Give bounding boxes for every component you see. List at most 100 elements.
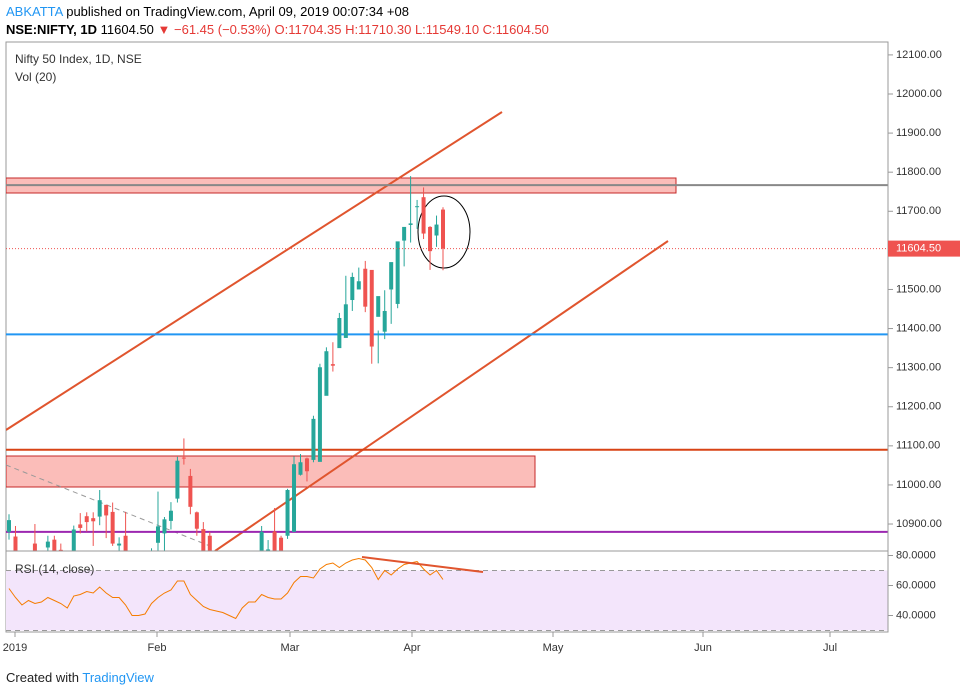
candle-body	[168, 510, 173, 521]
brand[interactable]: TradingView	[82, 670, 154, 685]
candle-body	[78, 524, 83, 528]
footer: Created with TradingView	[6, 670, 154, 685]
candle-body	[97, 500, 102, 517]
change: ▼ −61.45 (−0.53%)	[157, 22, 271, 37]
candle-body	[415, 206, 420, 208]
y-tick-label: 11700.00	[896, 205, 941, 217]
x-tick-label: Jul	[823, 642, 837, 654]
y-tick-label: 12100.00	[896, 49, 942, 61]
candle-body	[376, 296, 381, 317]
candle-body	[266, 549, 271, 551]
candle-body	[285, 490, 290, 536]
rsi-band	[6, 570, 888, 631]
candle-body	[188, 475, 193, 507]
y-tick-label: 11100.00	[896, 440, 940, 452]
candle-body	[91, 518, 96, 522]
trendline	[6, 111, 503, 431]
candle-body	[52, 539, 57, 551]
candle-body	[279, 537, 284, 551]
candle-body	[45, 541, 50, 548]
rsi-line	[8, 557, 444, 620]
candle-body	[272, 531, 277, 551]
candle-body	[337, 318, 342, 349]
y-tick-label: 11000.00	[896, 479, 941, 491]
candle-body	[330, 364, 335, 366]
x-tick-label: Jun	[694, 642, 712, 654]
candle-body	[13, 536, 18, 551]
candle-body	[350, 276, 355, 301]
candle-body	[117, 543, 122, 546]
last-price-label: 11604.50	[896, 243, 941, 255]
candle-body	[304, 458, 309, 472]
last: 11604.50	[100, 22, 154, 37]
pane-subtitle: Vol (20)	[15, 70, 56, 84]
header-line-1: ABKATTA published on TradingView.com, Ap…	[6, 4, 409, 19]
candle-body	[71, 529, 76, 551]
candle-body	[104, 504, 109, 516]
candle-body	[162, 519, 167, 534]
candle-body	[421, 197, 426, 234]
trendline	[6, 464, 216, 549]
frame	[5, 41, 889, 633]
ohlc: O:11704.35 H:11710.30 L:11549.10 C:11604…	[274, 22, 549, 37]
candle-body	[201, 529, 206, 551]
candle-body	[428, 226, 433, 252]
y-tick-label: 11400.00	[896, 322, 941, 334]
y-tick-label: 11500.00	[896, 283, 941, 295]
candle-body	[402, 226, 407, 241]
candle-body	[311, 418, 316, 460]
candle-body	[395, 241, 400, 304]
candle-body	[181, 457, 186, 459]
trendline	[214, 240, 669, 551]
x-tick-label: Feb	[148, 642, 167, 654]
candle-body	[207, 535, 212, 551]
candle-body	[324, 351, 329, 396]
zone	[6, 455, 536, 488]
x-tick-label: Apr	[403, 642, 420, 654]
x-tick-label: 2019	[3, 642, 27, 654]
candle-body	[356, 281, 361, 290]
symbol: NSE:NIFTY, 1D	[6, 22, 98, 37]
author[interactable]: ABKATTA	[6, 4, 63, 19]
candle-body	[298, 462, 303, 475]
x-tick-label: Mar	[281, 642, 300, 654]
price-pane	[6, 111, 888, 570]
candle-body	[389, 262, 394, 290]
candle-body	[194, 512, 199, 529]
y-tick-label: 60.0000	[896, 579, 936, 591]
candle-body	[369, 269, 374, 347]
candle-body	[259, 531, 264, 551]
published: published on TradingView.com, April 09, …	[66, 4, 409, 19]
y-tick-label: 11200.00	[896, 401, 941, 413]
candle-body	[408, 223, 413, 225]
candle-body	[363, 268, 368, 307]
created: Created with	[6, 670, 79, 685]
candle-body	[382, 310, 387, 332]
pane-title: Nifty 50 Index, 1D, NSE	[15, 52, 142, 66]
candle-body	[343, 304, 348, 338]
rsi-title: RSI (14, close)	[15, 562, 94, 576]
y-tick-label: 10900.00	[896, 518, 942, 530]
candle-body	[110, 511, 115, 544]
candle-body	[175, 460, 180, 499]
candle-body	[123, 535, 128, 551]
x-tick-label: May	[543, 642, 564, 654]
candle-body	[7, 520, 11, 532]
candle-body	[253, 566, 257, 570]
y-tick-label: 12000.00	[896, 88, 942, 100]
header-line-2: NSE:NIFTY, 1D 11604.50 ▼ −61.45 (−0.53%)…	[6, 22, 549, 37]
rsi-pane	[6, 556, 888, 631]
last-price-box	[888, 240, 960, 257]
y-tick-label: 11900.00	[896, 127, 941, 139]
candle-body	[292, 464, 297, 532]
y-tick-label: 80.0000	[896, 549, 936, 561]
candle-body	[32, 543, 37, 551]
candle-body	[58, 549, 63, 551]
candle-body	[155, 526, 160, 543]
candle-body	[84, 516, 89, 523]
candle-body	[434, 224, 439, 236]
y-tick-label: 11300.00	[896, 362, 941, 374]
y-tick-label: 11800.00	[896, 166, 941, 178]
